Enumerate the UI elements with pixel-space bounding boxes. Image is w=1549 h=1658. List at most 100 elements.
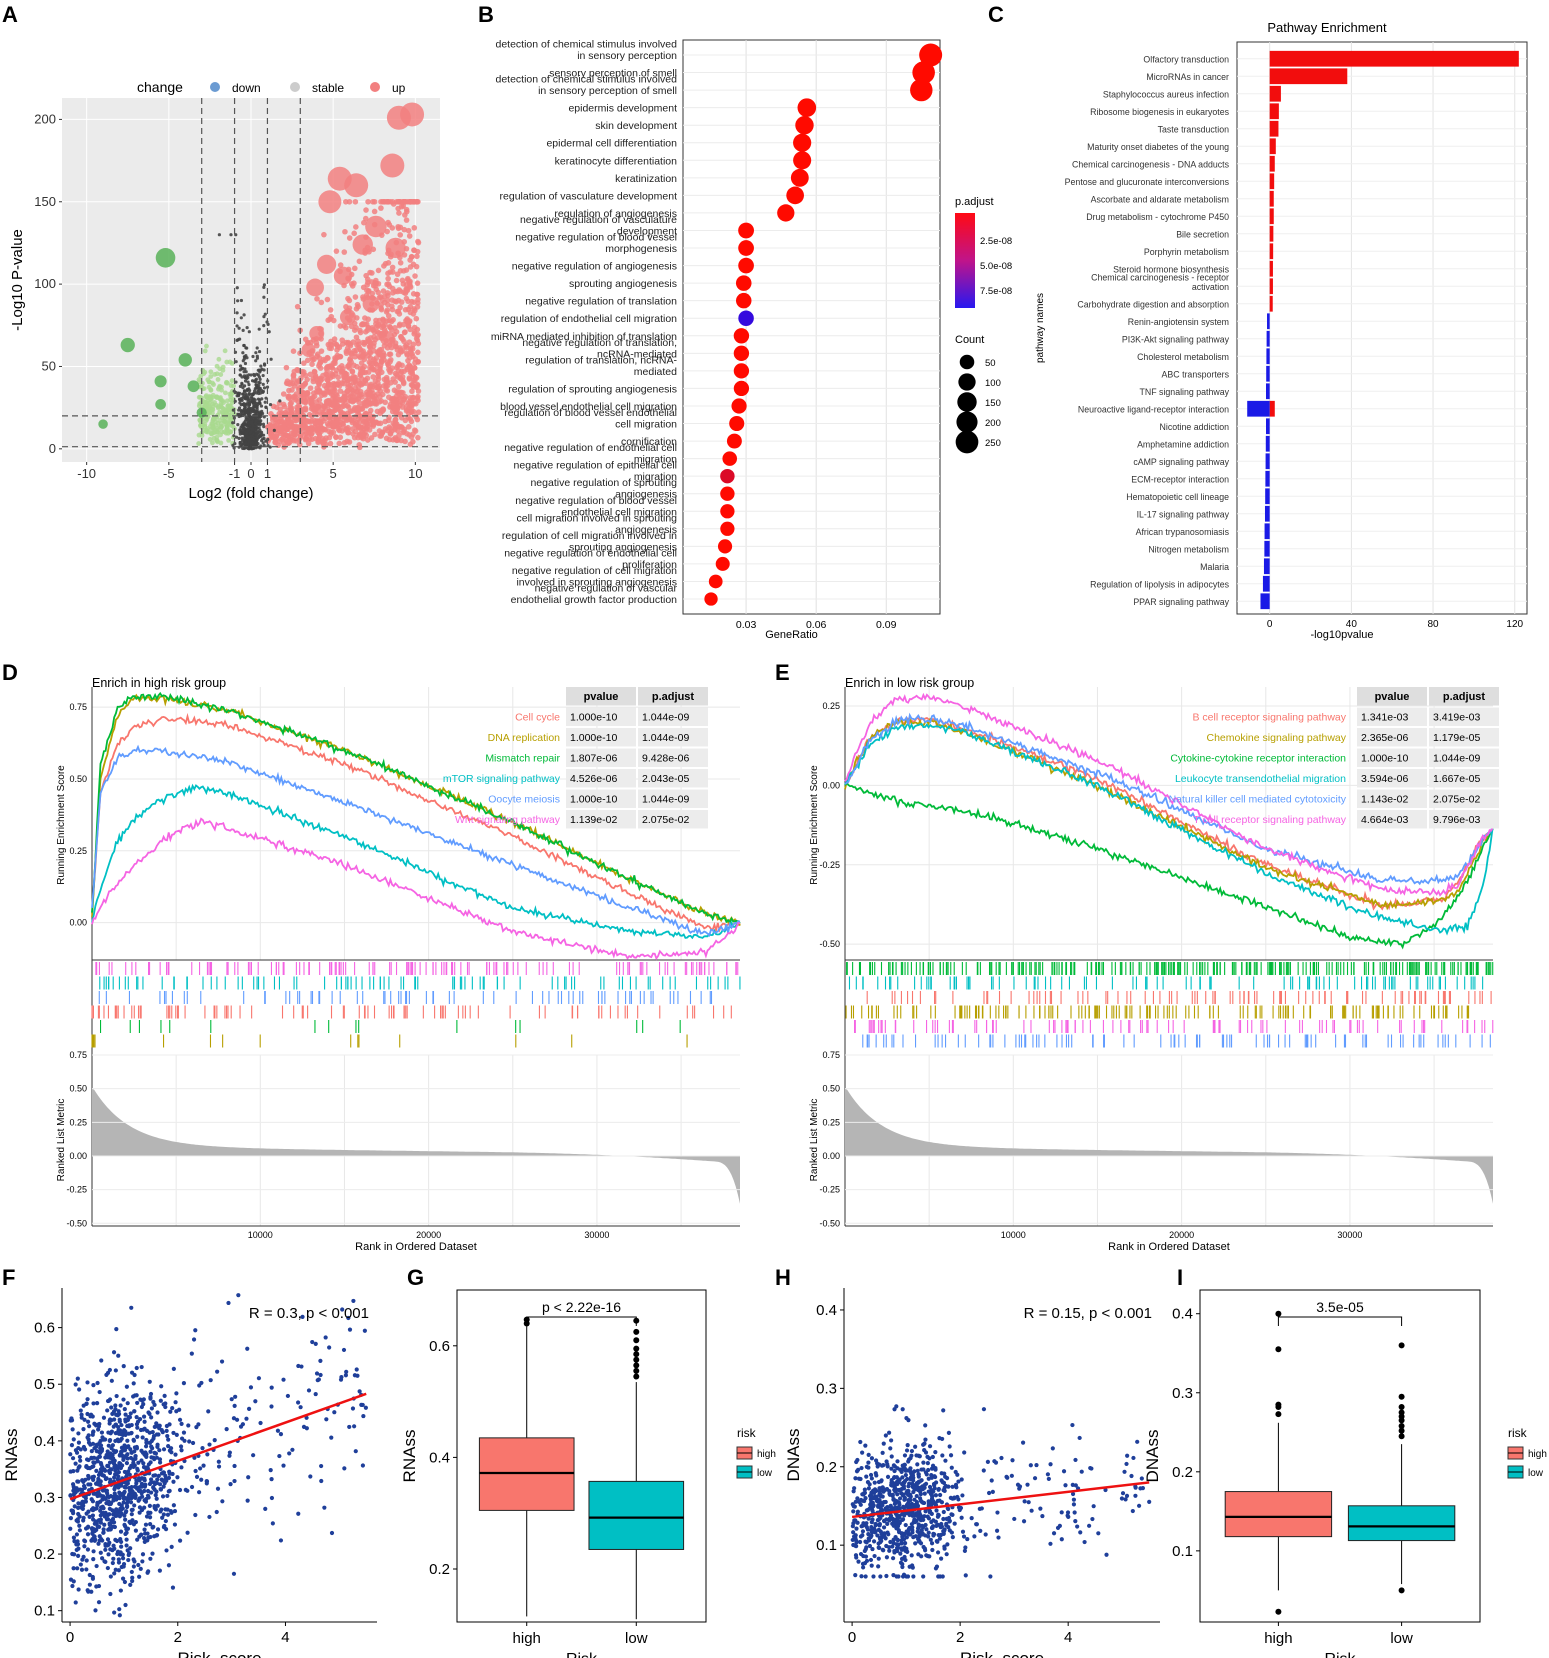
plot-panel <box>1236 41 1528 615</box>
point-down-weak <box>196 403 202 409</box>
point-up <box>406 376 413 382</box>
data-point <box>344 1369 349 1374</box>
point-up <box>317 419 324 426</box>
bar-down <box>1263 558 1270 575</box>
term-dot <box>733 345 750 361</box>
point-stable <box>257 380 261 385</box>
point-stable <box>263 363 267 367</box>
data-point <box>137 1574 142 1579</box>
data-point <box>142 1488 147 1494</box>
point-stable <box>237 326 241 330</box>
point-down-weak <box>227 403 233 409</box>
point-up <box>364 437 371 443</box>
table-padjust: 9.796e-03 <box>1433 814 1480 826</box>
data-point <box>91 1477 96 1483</box>
data-point <box>269 1495 275 1501</box>
point-up <box>319 425 326 431</box>
point-up <box>364 282 370 288</box>
data-point <box>147 1379 152 1384</box>
data-point <box>129 1370 135 1375</box>
data-point <box>68 1493 73 1498</box>
data-point <box>173 1400 178 1405</box>
data-point <box>131 1460 136 1465</box>
data-point <box>353 1449 358 1454</box>
point-up <box>403 350 410 357</box>
data-point <box>122 1469 127 1475</box>
table-header-cell <box>638 687 708 706</box>
point-up <box>379 408 385 415</box>
bar-down <box>1265 453 1270 470</box>
data-point <box>165 1507 170 1512</box>
point-stable <box>247 383 251 387</box>
data-point <box>87 1514 92 1519</box>
point-stable <box>261 437 265 441</box>
point-up <box>337 434 344 441</box>
data-point <box>111 1556 116 1561</box>
data-point <box>68 1516 73 1521</box>
point-up <box>280 391 287 397</box>
term-dot <box>738 310 754 326</box>
data-point <box>228 1482 233 1487</box>
panel-d-gsea-high-risk: 0.00 0.25 0.50 0.75 0.75 0.50 0.25 0.00 -0.25 -0.… <box>56 676 741 1253</box>
term-dot <box>729 415 745 432</box>
bar-down <box>1265 435 1270 452</box>
point-up <box>401 397 407 403</box>
point-up <box>374 329 381 335</box>
point-up <box>402 417 409 424</box>
data-point <box>128 1411 133 1416</box>
point-highlight <box>155 247 176 268</box>
point-stable <box>251 427 255 431</box>
point-up <box>403 267 410 273</box>
data-point <box>71 1469 76 1474</box>
point-up <box>402 343 409 350</box>
table-header-pvalue: pvalue <box>584 691 619 703</box>
pathway-label: PI3K-Akt signaling pathway <box>1122 334 1230 344</box>
point-down-weak <box>214 371 220 377</box>
point-highlight <box>306 278 324 297</box>
point-up <box>375 289 381 296</box>
point-up <box>362 377 369 384</box>
point-highlight <box>386 105 411 130</box>
point-up <box>370 421 377 428</box>
point-stable <box>254 410 258 414</box>
data-point <box>220 1499 225 1504</box>
data-point <box>77 1464 82 1469</box>
data-point <box>275 1428 281 1433</box>
data-point <box>129 1507 134 1513</box>
table-padjust: 1.044e-09 <box>642 712 689 724</box>
point-stable <box>264 405 268 409</box>
data-point <box>124 1504 130 1510</box>
point-up <box>327 409 333 415</box>
count-key <box>959 354 975 370</box>
point-stable <box>236 394 241 398</box>
point-stable <box>237 436 241 440</box>
point-up <box>401 226 408 233</box>
term-label: negative regulation of translation, <box>522 337 677 349</box>
data-point <box>115 1424 121 1430</box>
point-up <box>396 423 402 430</box>
point-stable <box>251 423 255 428</box>
pathway-label: Nicotine addiction <box>1160 422 1230 432</box>
term-label: keratinocyte differentiation <box>555 155 678 167</box>
x-axis-title: Rank in Ordered Dataset <box>355 1241 477 1253</box>
point-stable <box>259 388 264 393</box>
point-up <box>310 394 316 401</box>
point-stable <box>243 394 247 398</box>
point-stable <box>257 327 261 331</box>
data-point <box>95 1380 100 1386</box>
point-stable <box>261 382 265 386</box>
point-up <box>324 420 331 427</box>
point-highlight <box>344 173 369 198</box>
panel-label-i: I <box>1177 1265 1183 1290</box>
data-point <box>153 1451 159 1456</box>
point-up <box>340 403 347 409</box>
point-up <box>295 367 302 374</box>
y-axis-title: pathway names <box>1035 293 1046 363</box>
table-cell <box>1357 748 1427 767</box>
x-tick-label: 120 <box>1506 619 1523 630</box>
enrichment-curve <box>91 712 741 934</box>
data-point <box>215 1486 221 1491</box>
point-up <box>356 399 362 406</box>
point-up <box>414 253 420 260</box>
data-point <box>168 1409 173 1414</box>
